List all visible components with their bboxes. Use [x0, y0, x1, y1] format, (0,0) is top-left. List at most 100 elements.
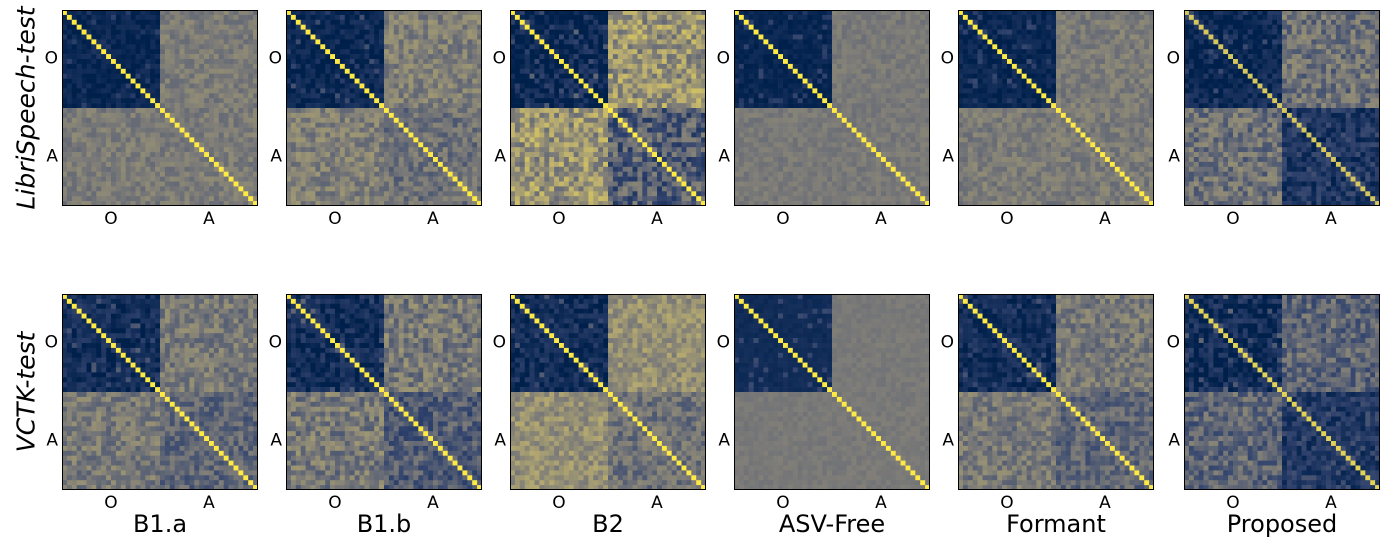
heatmap-cell: [349, 142, 355, 148]
heatmap-cell: [76, 142, 82, 148]
heatmap-cell: [413, 83, 419, 89]
heatmap-cell: [534, 24, 540, 30]
heatmap-cell: [339, 68, 346, 74]
heatmap-cell: [403, 39, 409, 45]
heatmap-cell: [233, 108, 239, 114]
heatmap-cell: [223, 59, 229, 65]
heatmap-cell: [895, 10, 901, 16]
heatmap-cell: [76, 127, 82, 133]
heatmap-cell: [130, 132, 136, 138]
heatmap-cell: [627, 147, 633, 153]
heatmap-cell: [418, 78, 424, 84]
heatmap-cell: [696, 78, 702, 84]
heatmap-cell: [339, 152, 346, 158]
heatmap-cell: [238, 176, 244, 182]
heatmap-cell: [890, 24, 896, 30]
heatmap-cell: [544, 132, 550, 138]
heatmap-cell: [199, 34, 205, 40]
heatmap-cell: [457, 44, 463, 50]
heatmap-cell: [238, 171, 244, 177]
heatmap-cell: [403, 93, 409, 99]
heatmap-cell: [632, 122, 638, 128]
heatmap-cell: [666, 54, 672, 60]
heatmap-cell: [661, 44, 668, 50]
heatmap-cell: [344, 132, 350, 138]
heatmap-cell: [320, 49, 326, 55]
heatmap-cell: [106, 176, 112, 182]
heatmap-cell: [418, 201, 424, 206]
heatmap-cell: [657, 137, 663, 143]
heatmap-cell: [130, 98, 136, 104]
heatmap-cell: [320, 132, 326, 138]
heatmap-cell: [637, 103, 643, 109]
heatmap-cell: [554, 39, 560, 45]
heatmap-cell: [433, 24, 439, 30]
heatmap-cell: [661, 49, 668, 55]
heatmap-cell: [462, 152, 468, 158]
heatmap-cell: [160, 103, 166, 109]
heatmap-cell: [305, 171, 311, 177]
heatmap-cell: [763, 19, 769, 25]
heatmap-cell: [671, 14, 677, 21]
heatmap-cell: [578, 103, 584, 109]
heatmap-cell: [359, 108, 365, 114]
heatmap-cell: [881, 24, 887, 30]
heatmap-cell: [510, 142, 516, 148]
heatmap-cell: [549, 54, 555, 60]
heatmap-cell: [290, 73, 297, 79]
heatmap-cell: [184, 166, 190, 172]
heatmap-cell: [588, 166, 594, 172]
heatmap-cell: [442, 63, 448, 70]
heatmap-cell: [637, 88, 643, 94]
heatmap-cell: [76, 63, 82, 70]
heatmap-cell: [388, 88, 395, 94]
heatmap-cell: [472, 73, 478, 79]
heatmap-cell: [423, 127, 429, 133]
heatmap-cell: [184, 117, 190, 123]
heatmap-cell: [179, 34, 185, 40]
heatmap-cell: [627, 39, 633, 45]
heatmap-cell: [233, 78, 239, 84]
heatmap-cell: [218, 54, 224, 60]
heatmap-cell: [310, 29, 316, 35]
heatmap-cell: [549, 29, 555, 35]
heatmap-cell: [442, 98, 448, 104]
heatmap-cell: [164, 78, 171, 84]
heatmap-cell: [155, 112, 161, 119]
heatmap-cell: [442, 117, 448, 123]
heatmap-cell: [563, 142, 570, 148]
heatmap-cell: [86, 24, 92, 30]
heatmap-cell: [164, 83, 171, 89]
heatmap-cell: [204, 63, 210, 70]
heatmap-cell: [447, 73, 453, 79]
heatmap-cell: [534, 63, 540, 70]
heatmap-cell: [325, 157, 331, 163]
heatmap-cell: [637, 73, 643, 79]
heatmap-cell: [534, 181, 540, 187]
heatmap-cell: [524, 93, 530, 99]
heatmap-cell: [140, 39, 146, 45]
heatmap-cell: [622, 39, 628, 45]
heatmap-cell: [204, 152, 210, 158]
heatmap-cell: [418, 152, 424, 158]
heatmap-cell: [428, 49, 434, 55]
heatmap-cell: [563, 63, 570, 70]
heatmap-cell: [106, 166, 112, 172]
heatmap-cell: [408, 103, 414, 109]
heatmap-cell: [393, 54, 399, 60]
heatmap-cell: [325, 122, 331, 128]
heatmap-cell: [681, 19, 687, 25]
heatmap-cell: [632, 73, 638, 79]
heatmap-cell: [696, 14, 702, 21]
heatmap-cell: [398, 63, 404, 70]
heatmap-cell: [359, 186, 365, 192]
heatmap-cell: [666, 191, 672, 197]
heatmap-cell: [213, 176, 220, 182]
heatmap-cell: [349, 166, 355, 172]
heatmap-cell: [568, 108, 574, 114]
heatmap-cell: [330, 29, 336, 35]
heatmap-cell: [218, 73, 224, 79]
heatmap-cell: [846, 24, 852, 30]
heatmap-cell: [91, 39, 97, 45]
heatmap-cell: [642, 88, 648, 94]
